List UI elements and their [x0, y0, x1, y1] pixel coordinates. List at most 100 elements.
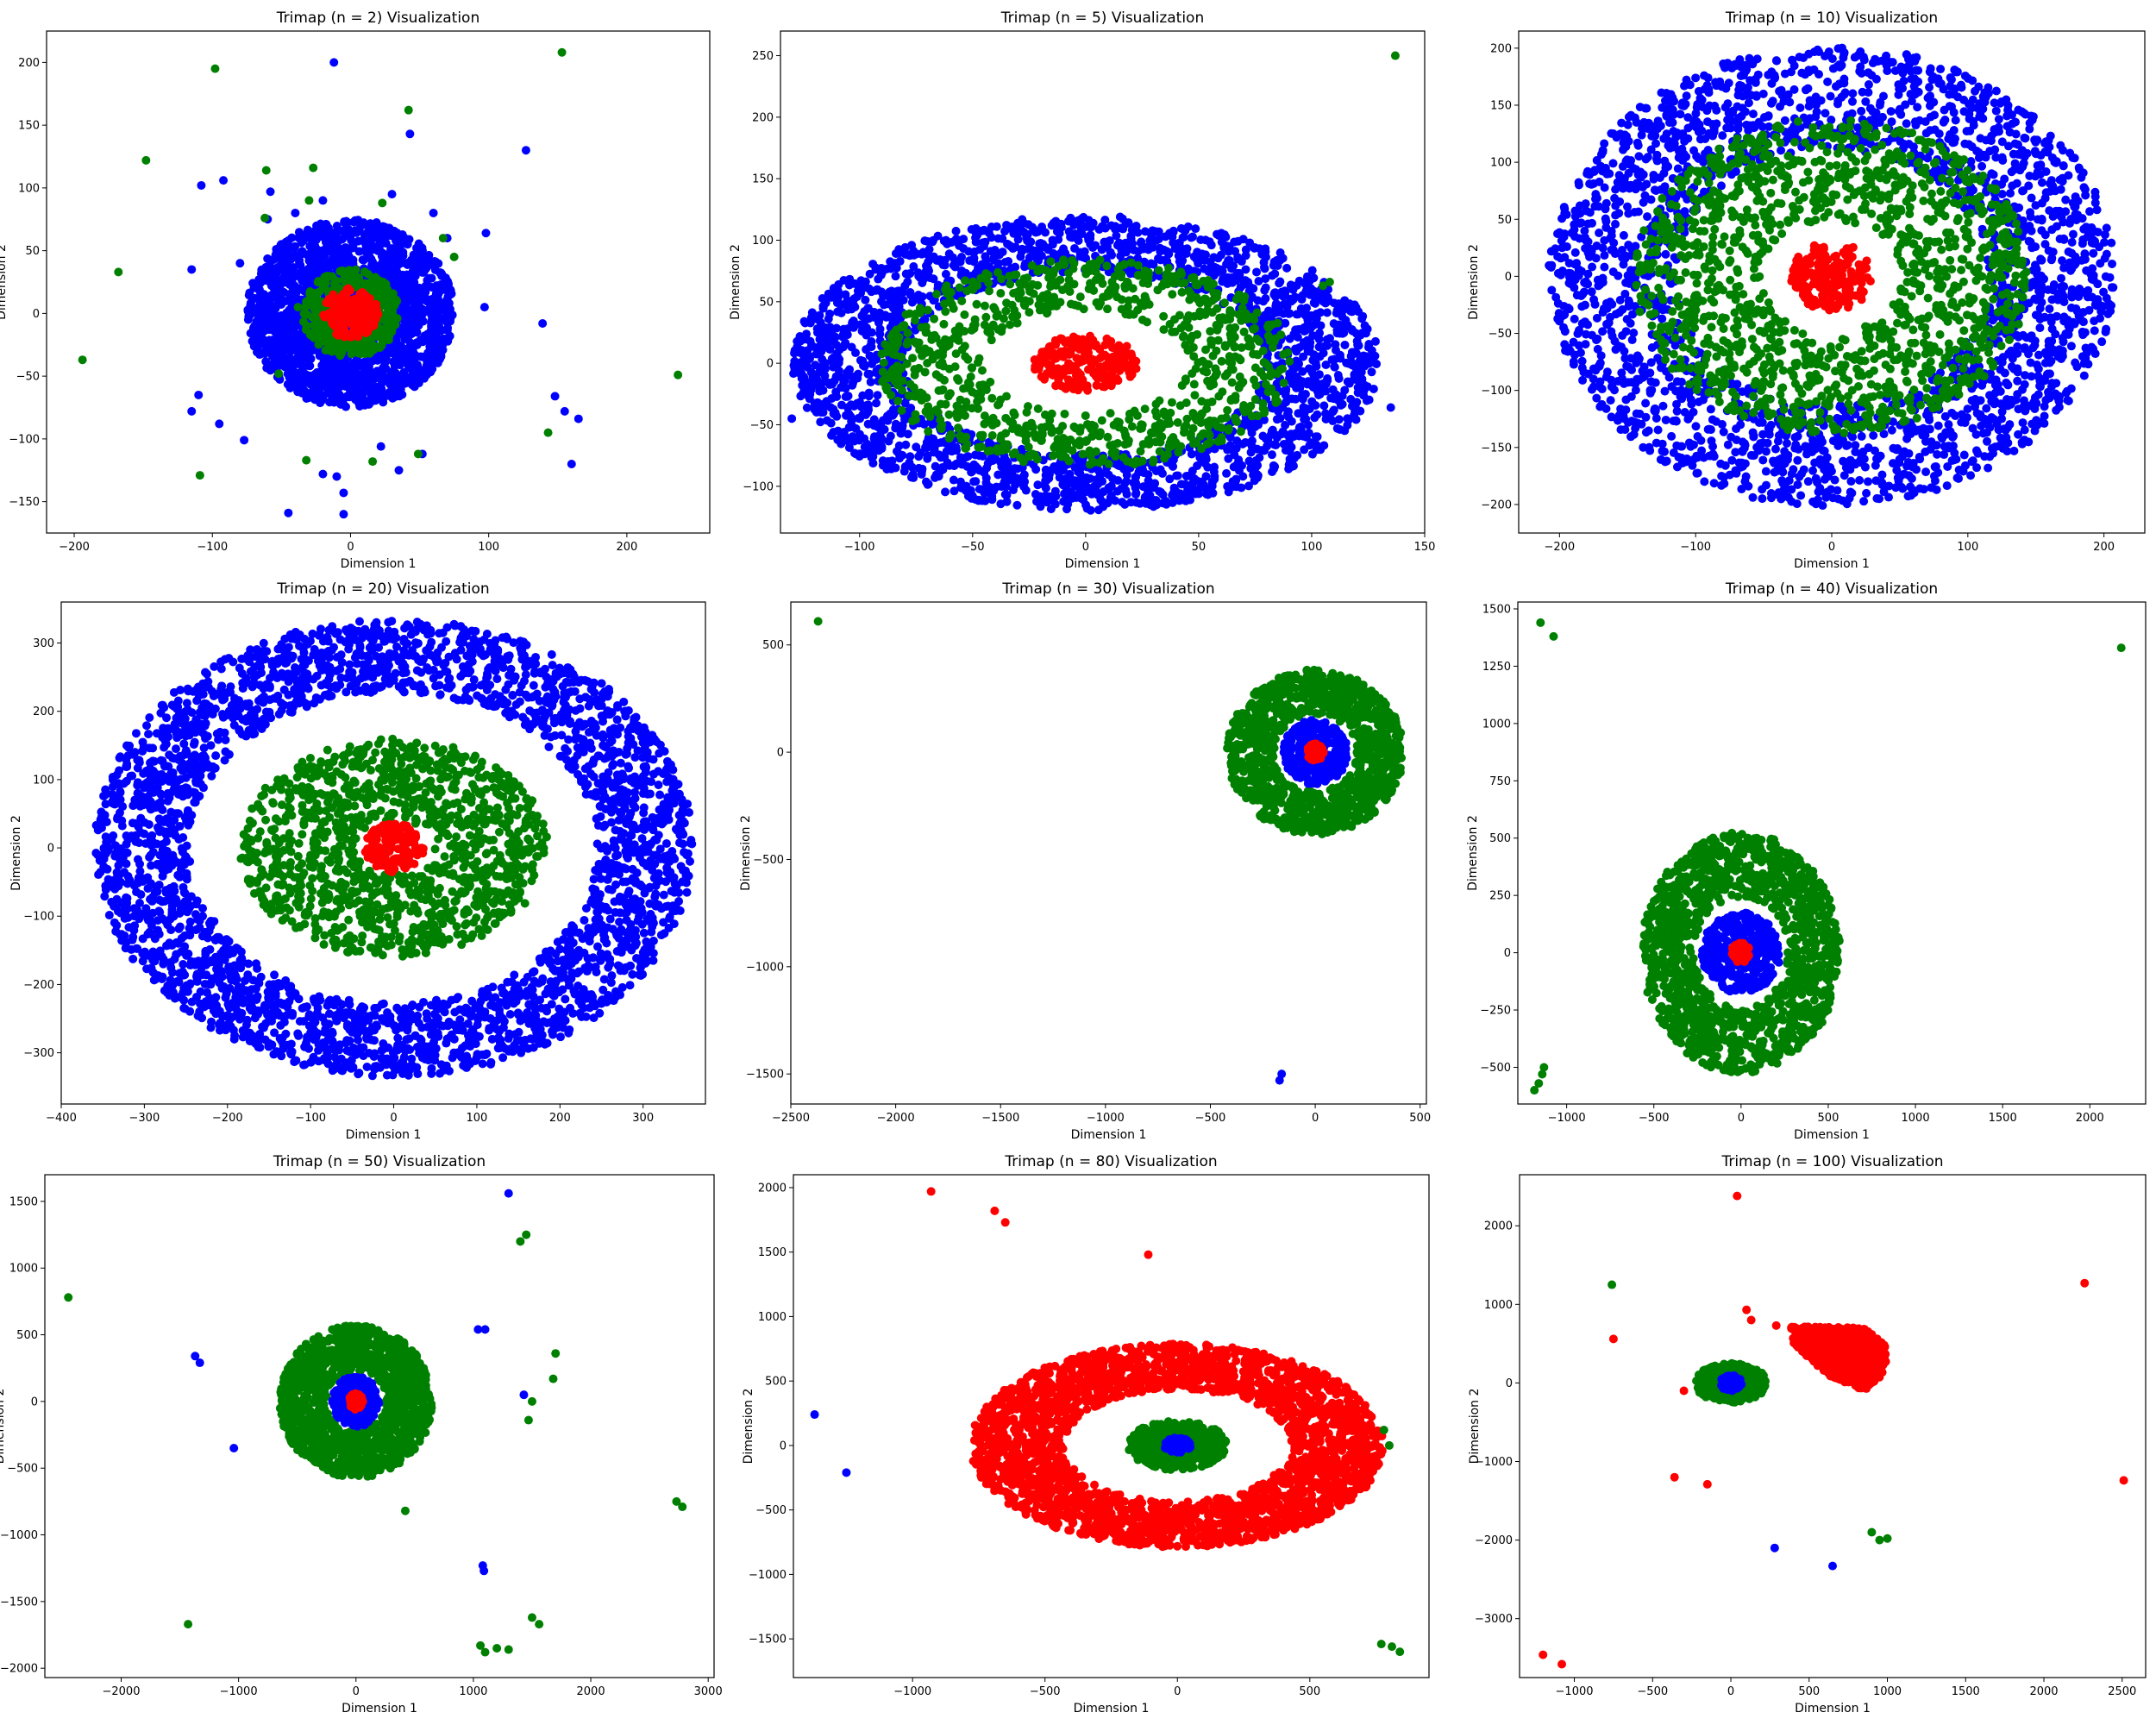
scatter-point [874, 446, 884, 455]
scatter-point [1260, 264, 1269, 273]
scatter-point [347, 349, 356, 359]
scatter-point [319, 310, 329, 320]
scatter-point [840, 340, 849, 349]
scatter-point [1351, 415, 1361, 424]
scatter-point [187, 265, 197, 274]
scatter-point [996, 289, 1006, 298]
scatter-point [848, 317, 857, 327]
scatter-point [833, 435, 843, 444]
scatter-point [1335, 329, 1344, 338]
scatter-point [951, 349, 961, 359]
scatter-point [1313, 410, 1322, 419]
scatter-point [243, 306, 253, 316]
scatter-point [1081, 411, 1090, 420]
scatter-point [1041, 228, 1050, 237]
scatter-point [264, 267, 273, 276]
scatter-point [980, 301, 989, 310]
scatter-point [560, 406, 569, 416]
scatter-point [197, 180, 206, 190]
scatter-point [331, 227, 341, 236]
scatter-point [1288, 378, 1297, 387]
scatter-point [1301, 414, 1311, 423]
scatter-point [961, 268, 970, 278]
scatter-point [963, 354, 973, 364]
scatter-point [873, 391, 882, 400]
scatter-point [318, 469, 328, 479]
scatter-point [1285, 309, 1294, 318]
scatter-point [235, 259, 245, 268]
scatter-point [266, 187, 275, 197]
plot-title: Trimap (n = 2) Visualization [276, 9, 479, 27]
scatter-point [261, 357, 271, 367]
scatter-point [1312, 309, 1321, 318]
scatter-point [982, 463, 992, 473]
scatter-point [1244, 481, 1253, 491]
scatter-point [375, 267, 385, 276]
scatter-point [1205, 237, 1214, 247]
scatter-point [1282, 263, 1292, 273]
scatter-point [879, 358, 888, 367]
scatter-point [1017, 444, 1026, 454]
scatter-point [1300, 445, 1309, 455]
x-tick-label: 100 [478, 541, 499, 554]
scatter-point [342, 392, 352, 401]
scatter-point [426, 367, 436, 377]
scatter-point [1156, 487, 1166, 497]
y-tick-label: −50 [16, 371, 40, 384]
scatter-point [423, 275, 432, 285]
scatter-point [815, 381, 824, 391]
scatter-point [266, 365, 276, 374]
scatter-point [987, 393, 997, 403]
scatter-point [872, 398, 881, 408]
scatter-point [285, 305, 294, 315]
scatter-point [1000, 227, 1010, 236]
scatter-point [901, 440, 911, 449]
scatter-point [248, 279, 258, 288]
y-tick-label: 150 [18, 120, 40, 133]
scatter-point [1278, 292, 1288, 301]
scatter-point [822, 328, 831, 337]
scatter-point [1129, 245, 1138, 254]
scatter-point [1144, 476, 1153, 486]
scatter-point [436, 280, 446, 290]
scatter-point [334, 253, 343, 262]
scatter-point [1321, 380, 1331, 389]
scatter-point [879, 290, 888, 299]
scatter-point [934, 472, 943, 481]
scatter-point [388, 244, 398, 254]
scatter-point [1050, 486, 1060, 496]
scatter-point [1031, 246, 1040, 255]
scatter-point [395, 346, 404, 355]
scatter-point [1173, 471, 1182, 480]
scatter-point [875, 324, 885, 334]
scatter-point [1335, 350, 1344, 360]
scatter-point [254, 330, 263, 340]
scatter-point [1283, 430, 1293, 440]
scatter-point [1351, 399, 1360, 409]
scatter-point [422, 263, 431, 273]
scatter-point [949, 475, 958, 485]
scatter-point [255, 298, 265, 308]
scatter-point [1294, 431, 1304, 441]
scatter-point [986, 489, 995, 499]
scatter-point [1338, 391, 1347, 400]
scatter-point [903, 430, 912, 439]
scatter-point [394, 466, 404, 475]
scatter-point [1189, 352, 1199, 361]
scatter-point [1252, 334, 1262, 343]
scatter-point [1079, 212, 1088, 222]
scatter-point [386, 371, 396, 380]
scatter-point [245, 288, 254, 298]
scatter-point [973, 463, 982, 473]
scatter-point [373, 367, 383, 377]
scatter-point [290, 377, 299, 386]
scatter-point [1005, 241, 1014, 250]
scatter-point [287, 272, 297, 281]
scatter-point [398, 251, 408, 260]
scatter-point [824, 378, 833, 387]
scatter-point [1068, 255, 1077, 265]
scatter-point [442, 326, 452, 336]
scatter-point [1353, 374, 1363, 384]
scatter-point [843, 392, 853, 401]
scatter-point [319, 357, 329, 367]
